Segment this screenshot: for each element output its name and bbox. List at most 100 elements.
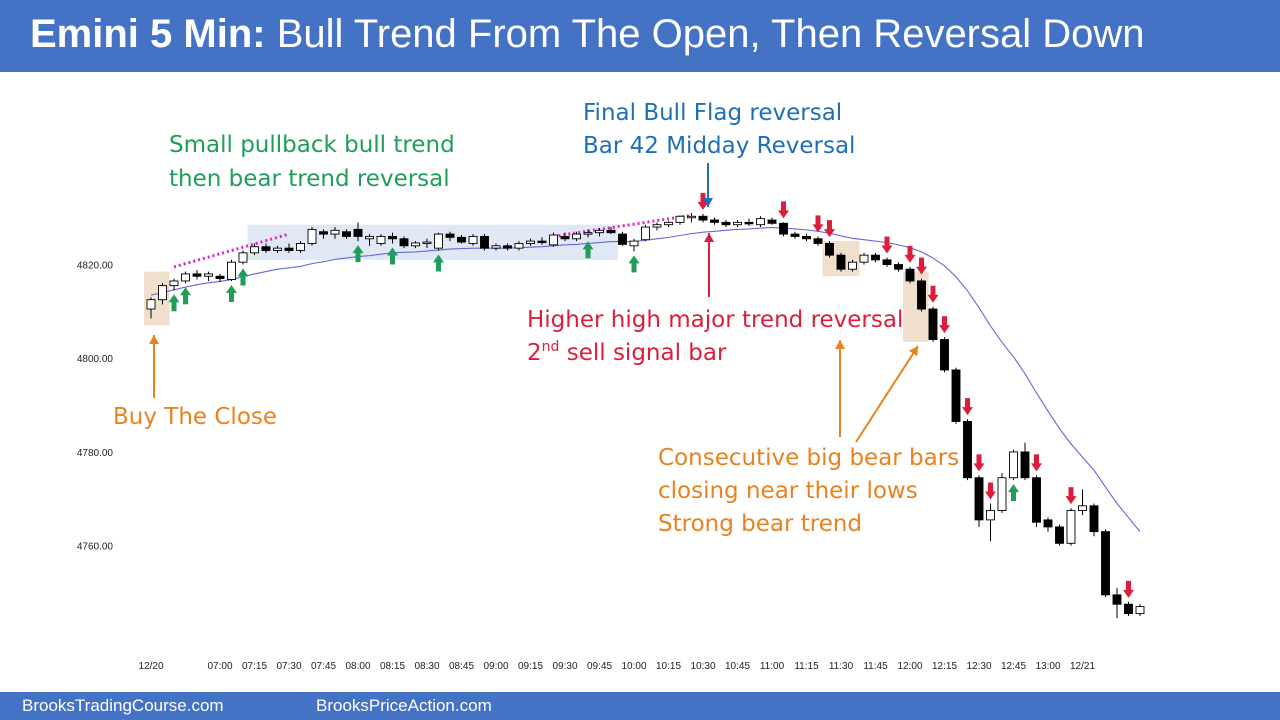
signal-arrows [149,163,1134,598]
price-bar [411,241,420,249]
price-bar [572,231,581,242]
x-tick-label: 08:15 [380,661,405,672]
red-down-arrow-icon [824,220,835,238]
bull-bar-body [583,232,593,235]
price-bar [296,241,305,253]
price-bar [733,220,742,228]
x-tick-label: 07:00 [207,661,232,672]
price-bar [848,259,857,272]
red-down-arrow-icon [904,245,916,263]
price-bar [779,222,788,237]
red-down-arrow-icon [962,398,973,416]
price-bar [698,213,708,223]
bear-bar-body [1089,505,1099,533]
price-bar [319,229,328,239]
bear-bar-body [825,243,834,256]
x-tick-label: 11:45 [863,661,888,672]
red-down-arrow-icon-shaft [1126,580,1131,591]
bear-bar-body [963,421,972,479]
red-down-arrow-icon-head [1123,589,1134,598]
buy-the-close-callout-arrow-icon [149,335,159,398]
title-bold: Emini 5 Min: [30,12,266,56]
red-down-arrow-icon [916,257,927,275]
bear-bar-body [836,254,846,270]
bull-bar-body [986,510,995,521]
red-down-arrow-icon-head [697,201,709,210]
red-down-arrow-icon-head [985,491,996,500]
price-bars [146,213,1145,619]
price-bar [422,238,432,249]
footer-link-brooks-trading-course[interactable]: BrooksTradingCourse.com [22,696,224,715]
bear-bar-body [192,273,202,277]
bear-bar-body [779,222,788,235]
price-bar [917,278,926,312]
price-bar [261,243,271,253]
x-tick-label: 10:15 [656,661,681,672]
bear-bar-body [215,275,225,280]
price-bar [227,259,236,281]
bear-bar-body [618,233,627,245]
bull-bar-body [468,235,478,244]
bear-bar-body [353,228,363,237]
price-bar [675,215,685,225]
x-tick-label: 12/20 [138,661,163,672]
bull-bar-body [307,228,317,244]
red-down-arrow-icon [1065,487,1077,505]
red-down-arrow-icon-shaft [884,236,890,247]
red-down-arrow-icon [697,192,709,210]
x-tick-label: 08:30 [414,661,439,672]
x-tick-label: 07:30 [276,661,301,672]
x-tick-label: 07:45 [311,661,336,672]
price-bar [1135,604,1145,616]
bear-bars-callout-arrow-icon-2 [855,345,919,443]
green-up-arrow-icon-head [387,247,398,256]
price-bar [1089,503,1099,537]
price-bar [629,238,639,252]
x-tick-label: 07:15 [242,661,267,672]
price-bar [169,278,179,291]
bear-bar-body [342,231,351,237]
final-flag-callout-arrow-icon [703,163,713,207]
price-bar [1101,529,1110,598]
footer-link-brooks-price-action[interactable]: BrooksPriceAction.com [316,696,492,715]
x-tick-label: 09:15 [518,661,543,672]
price-bar [974,475,984,527]
bull-bar-body [146,299,156,310]
price-bar [491,243,501,251]
bear-bar-body [445,233,455,238]
bull-bar-body [491,245,501,249]
price-bar [503,243,512,251]
bear-bar-body [767,219,777,224]
candlestick-chart: 4760.00 4780.00 4800.00 4820.00 12/20 07:00 07… [77,100,1145,672]
bull-bar-body [675,215,685,223]
price-bar [687,213,696,223]
bull-bar-body [227,261,236,280]
price-bar [790,231,800,239]
price-bar [940,337,949,373]
red-down-arrow-icon-head [939,325,950,334]
bear-bar-body [744,221,754,225]
annotation-text: Higher high major trend reversal [527,307,903,333]
price-bar [181,271,190,284]
green-up-arrow-icon-shaft [240,275,246,286]
price-bar [445,231,455,242]
bull-bar-body [169,280,179,287]
red-down-arrow-icon-shaft [942,316,947,327]
bear-bar-body [721,221,731,226]
green-up-arrow-icon-head [628,255,640,264]
annotation-text: Buy The Close [113,404,277,430]
x-tick-label: 12:30 [966,661,991,672]
y-tick-label: 4780.00 [77,448,114,459]
price-bar [928,306,938,342]
x-tick-label: 09:00 [483,661,508,672]
red-down-arrow-icon-head [812,224,824,233]
price-bar [1020,442,1030,481]
x-tick-label: 09:30 [552,661,577,672]
bear-bar-body [1043,519,1053,528]
price-bar [744,218,754,227]
bear-bar-body [1055,526,1064,544]
bull-bar-body [422,241,432,244]
red-down-arrow-icon [927,285,939,303]
red-down-arrow-icon-shaft [700,192,706,203]
x-tick-label: 09:45 [587,661,612,672]
